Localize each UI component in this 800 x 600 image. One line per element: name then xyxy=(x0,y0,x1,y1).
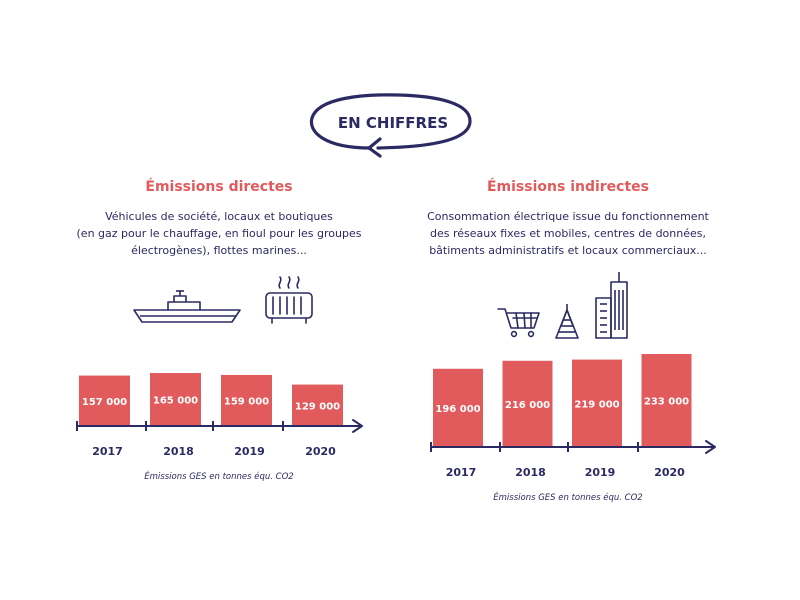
description-line: Véhicules de société, locaux et boutique… xyxy=(105,210,333,223)
bar-value-label: 159 000 xyxy=(224,396,269,407)
bar-chart-direct: 157 000 165 000 159 000 129 000 2017 2018 2019… xyxy=(76,373,363,458)
bar-2019 xyxy=(221,374,272,426)
description-line: (en gaz pour le chauffage, en fioul pour… xyxy=(77,227,362,240)
bar-value-label: 233 000 xyxy=(644,397,689,408)
header: EN CHIFFRES xyxy=(309,93,472,158)
chart-note: Émissions GES en tonnes équ. CO2 xyxy=(493,491,642,503)
shopping-cart-icon xyxy=(497,308,540,338)
bar-2020 xyxy=(641,354,692,447)
x-tick-label: 2019 xyxy=(585,466,616,479)
page-title: EN CHIFFRES xyxy=(338,114,448,132)
antenna-tower-icon xyxy=(555,304,579,339)
description-line: Consommation électrique issue du fonctio… xyxy=(427,210,709,223)
bar-value-label: 219 000 xyxy=(574,399,619,410)
ship-icon xyxy=(133,290,241,323)
bar-2017 xyxy=(79,375,130,426)
bar-value-label: 165 000 xyxy=(153,396,198,407)
bar-value-label: 129 000 xyxy=(295,401,340,412)
bar-2017 xyxy=(433,368,483,447)
axis-arrow-icon xyxy=(352,419,363,433)
panel-heading: Émissions directes xyxy=(145,178,292,195)
bar-2018 xyxy=(150,373,201,426)
x-tick-label: 2019 xyxy=(234,445,265,458)
x-tick-label: 2018 xyxy=(515,466,546,479)
chart-note: Émissions GES en tonnes équ. CO2 xyxy=(144,470,293,482)
skyscraper-icon xyxy=(595,272,628,339)
bar-2020 xyxy=(292,384,343,426)
loop-arrow-icon xyxy=(309,93,472,150)
panel-direct: Émissions directes Véhicules de société,… xyxy=(76,178,363,482)
x-tick-label: 2017 xyxy=(446,466,477,479)
x-tick-label: 2018 xyxy=(163,445,194,458)
bar-value-label: 157 000 xyxy=(82,397,127,408)
x-tick-label: 2020 xyxy=(654,466,685,479)
panel-heading: Émissions indirectes xyxy=(487,178,649,195)
bar-value-label: 216 000 xyxy=(505,400,550,411)
description-line: bâtiments administratifs et locaux comme… xyxy=(429,244,707,257)
bar-2019 xyxy=(572,359,622,447)
panel-indirect: Émissions indirectes Consommation électr… xyxy=(427,178,716,503)
description-line: électrogènes), flottes marines... xyxy=(131,244,307,257)
radiator-icon xyxy=(265,276,313,324)
x-tick-label: 2017 xyxy=(92,445,123,458)
bar-value-label: 196 000 xyxy=(435,404,480,415)
bar-chart-indirect: 196 000 216 000 219 000 233 000 2017 2018 2019… xyxy=(430,354,716,479)
description-line: des réseaux fixes et mobiles, centres de… xyxy=(430,227,706,240)
arrow-head-icon xyxy=(367,137,382,158)
x-tick-label: 2020 xyxy=(305,445,336,458)
bar-2018 xyxy=(502,360,553,447)
axis-arrow-icon xyxy=(705,440,716,454)
